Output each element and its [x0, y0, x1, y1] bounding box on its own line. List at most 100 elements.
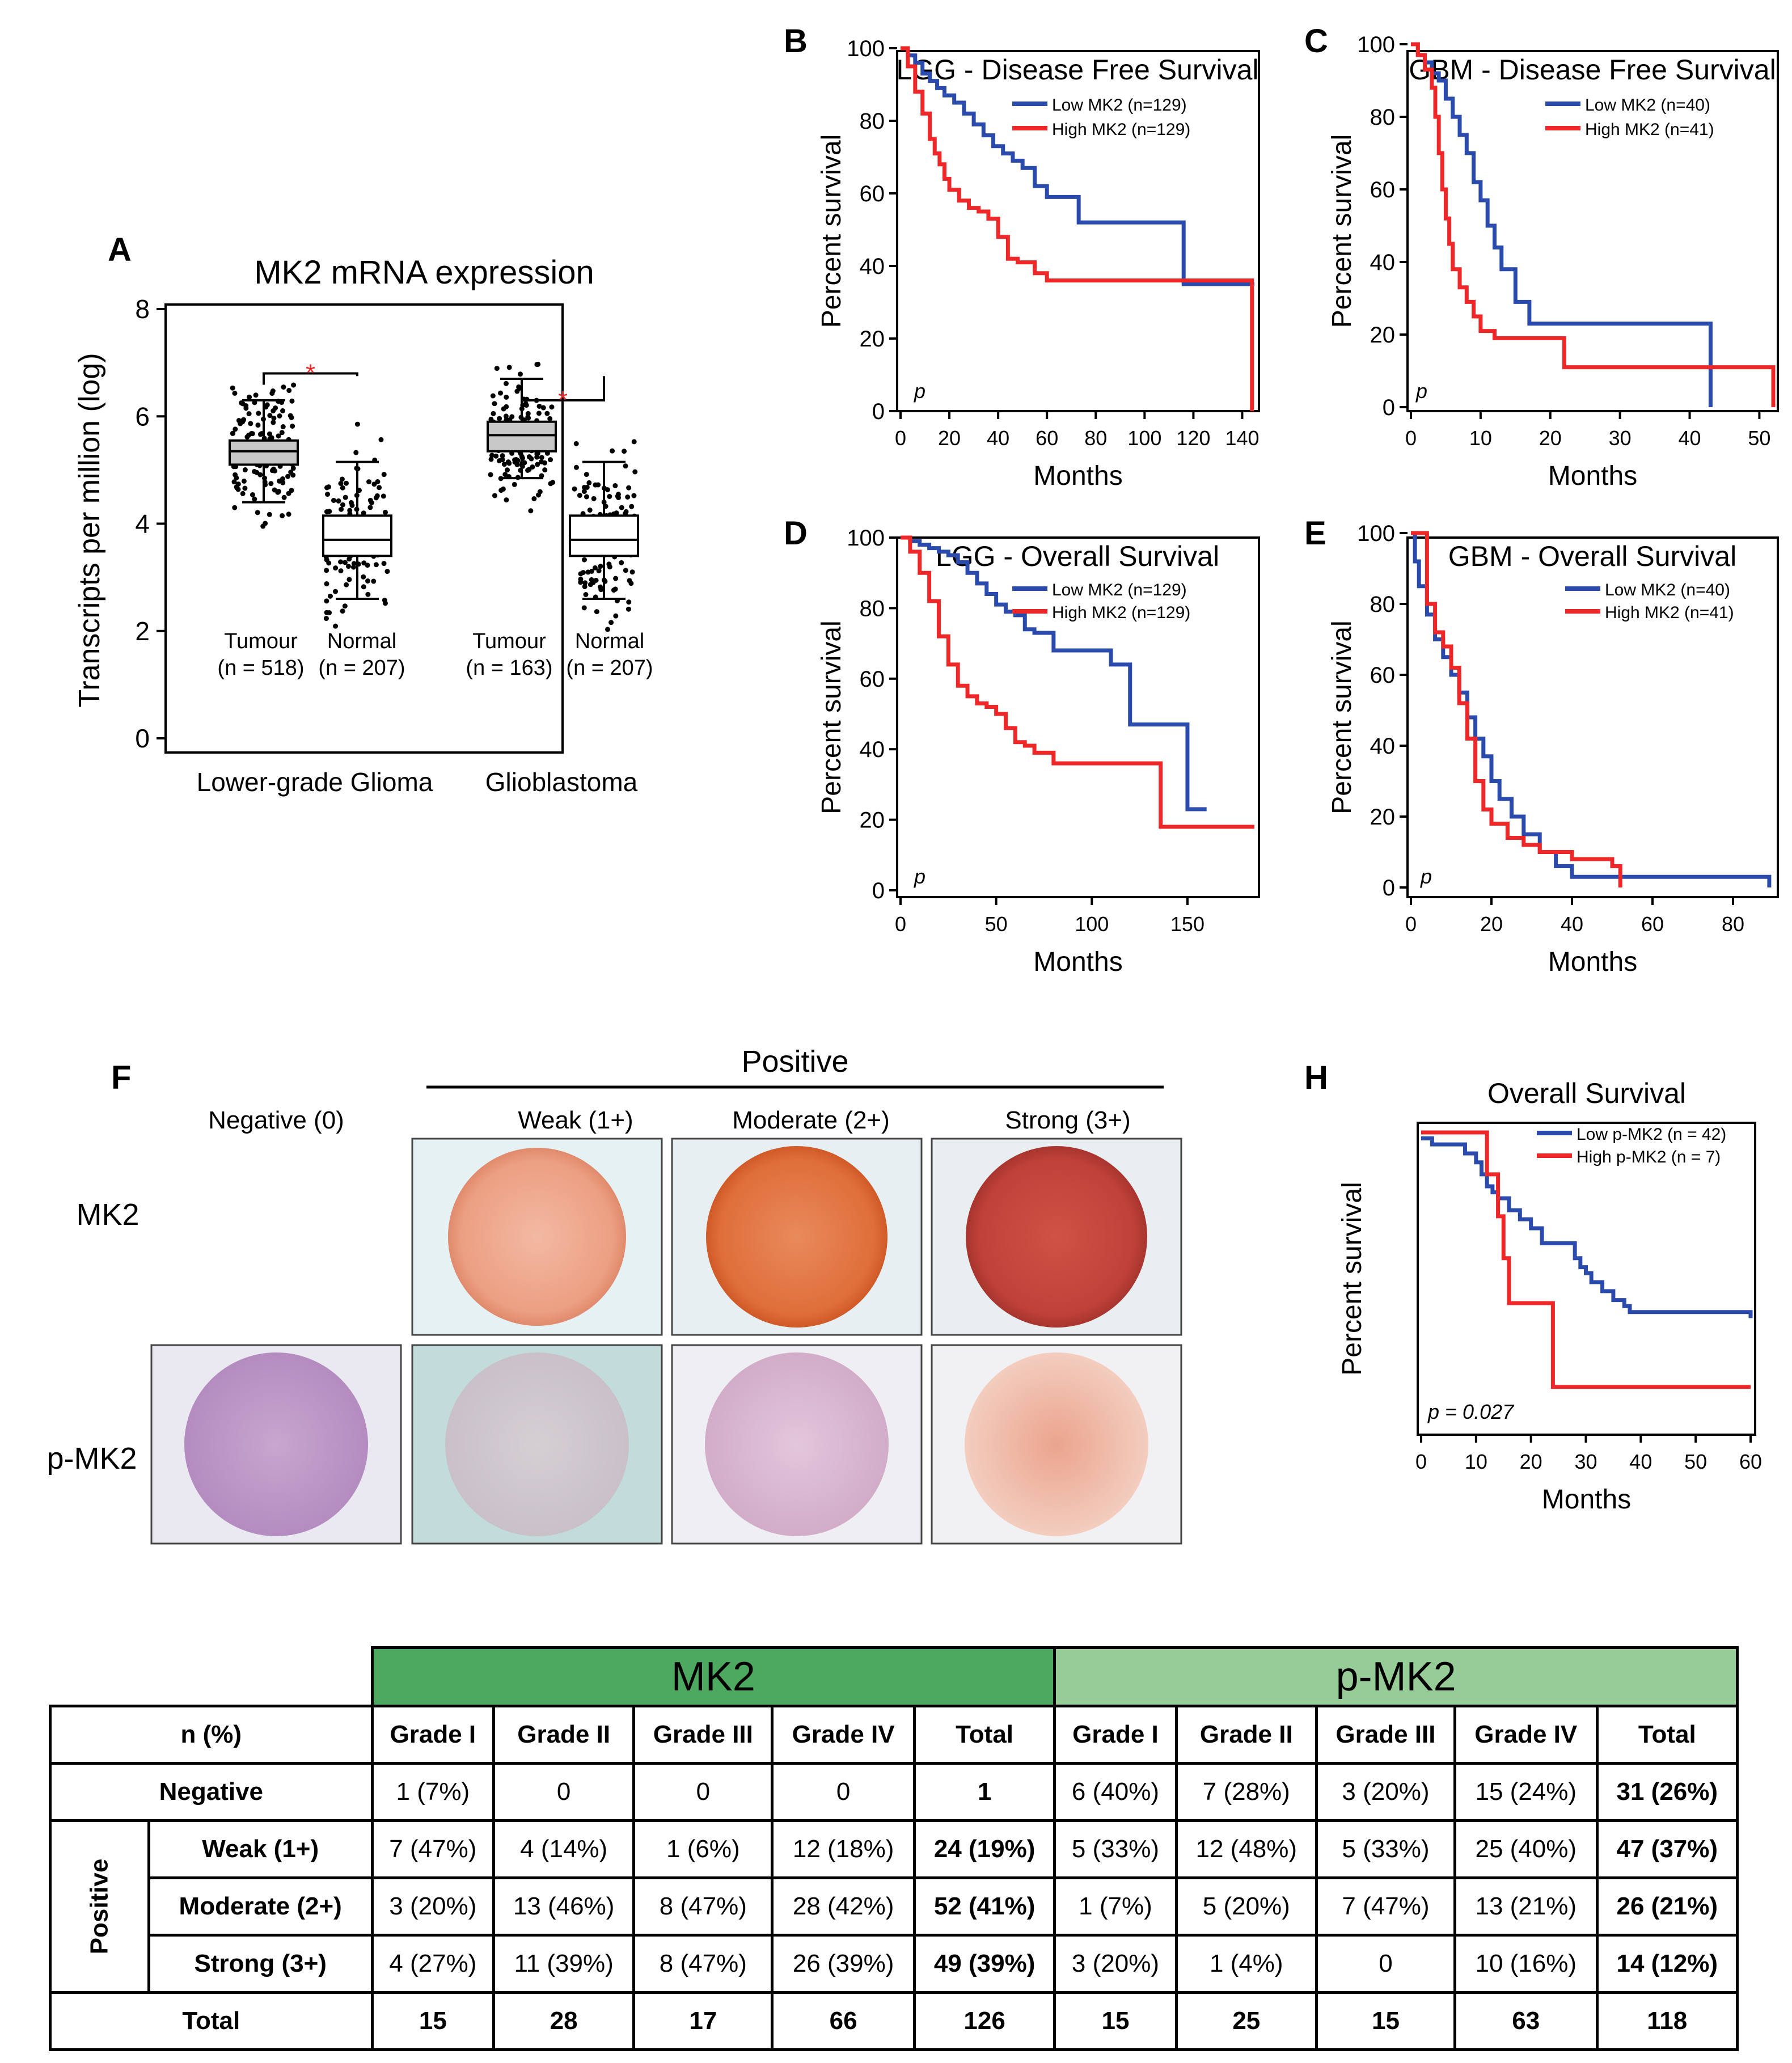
data-point: [626, 485, 632, 491]
data-point: [277, 413, 282, 419]
data-point: [332, 589, 338, 594]
data-point: [530, 464, 535, 470]
legend-label: High p-MK2 (n = 7): [1577, 1148, 1721, 1166]
data-point: [598, 564, 603, 569]
table-cell: 3 (20%): [370, 1876, 496, 1937]
data-point: [354, 421, 360, 427]
plot-frame: [1406, 50, 1779, 412]
data-point: [625, 494, 631, 500]
data-point: [509, 414, 515, 420]
data-point: [497, 416, 502, 421]
x-tick-label: 30: [1609, 426, 1632, 450]
data-point: [588, 582, 593, 587]
data-point: [627, 578, 632, 584]
x-tick-label: 20: [1520, 1450, 1542, 1473]
y-tick-label: 2: [135, 616, 150, 646]
ihc-mk2-moderate-core: [706, 1146, 887, 1328]
data-point: [242, 467, 248, 473]
data-point: [491, 411, 496, 416]
data-point: [584, 484, 590, 490]
p-value-label: p: [1415, 379, 1427, 403]
panel-b-km-chart: LGG - Disease Free Survival 0 20 40 60 80 100 0…: [817, 36, 1260, 491]
y-tick-label: 100: [847, 526, 885, 551]
table-row-label: Negative: [49, 1762, 374, 1822]
col-weak: Weak (1+): [518, 1106, 633, 1134]
data-point: [240, 491, 246, 496]
data-point: [611, 587, 616, 593]
table-cell: 0: [771, 1762, 916, 1822]
data-point: [346, 577, 352, 582]
data-point: [578, 576, 584, 582]
data-point: [572, 486, 577, 492]
data-point: [525, 467, 531, 473]
data-point: [342, 560, 348, 565]
y-tick-label: 40: [860, 254, 885, 279]
data-point: [361, 510, 366, 516]
table-cell: 8 (47%): [632, 1934, 774, 1994]
table-row-label: Strong (3+): [147, 1934, 374, 1994]
data-point: [279, 430, 285, 436]
data-point: [339, 476, 345, 482]
data-point: [589, 568, 594, 574]
table-cell: 12 (18%): [771, 1819, 916, 1879]
data-point: [582, 580, 588, 586]
data-point: [573, 464, 579, 470]
x-tick-label: 40: [987, 426, 1009, 450]
data-point: [619, 505, 624, 510]
data-point: [504, 404, 509, 409]
x-tick-label: 10: [1465, 1450, 1487, 1473]
table-cell: 28: [492, 1991, 636, 2051]
panel-label-b: B: [784, 23, 808, 60]
y-tick-label: 60: [860, 181, 885, 206]
p-value-label: p: [914, 865, 925, 888]
legend-label: High MK2 (n=129): [1052, 603, 1190, 622]
data-point: [343, 494, 348, 500]
table-cell: 12 (48%): [1174, 1819, 1318, 1879]
y-tick-label: 0: [1383, 876, 1395, 901]
data-point: [250, 492, 255, 497]
table-row: Strong (3+) 4 (27%) 11 (39%) 8 (47%) 26 …: [50, 1934, 1739, 1994]
table-row: Total 15 28 17 66 126 15 25 15 63 118: [49, 1991, 1739, 2051]
x-axis-label: Months: [1542, 1485, 1631, 1515]
x-tick-label: 100: [1075, 912, 1109, 936]
data-point: [593, 577, 599, 583]
data-point: [584, 494, 589, 500]
series-line-low: [1411, 531, 1772, 887]
table-col-header: Total: [1595, 1705, 1739, 1765]
data-point: [547, 416, 553, 421]
y-tick-label: 8: [135, 294, 150, 324]
table-cell: 1 (4%): [1174, 1934, 1318, 1994]
data-point: [536, 411, 542, 416]
data-point: [333, 623, 339, 629]
y-axis-label: Percent survival: [1327, 620, 1357, 814]
data-point: [255, 422, 261, 428]
data-point: [361, 560, 367, 566]
data-point: [498, 390, 504, 396]
data-point: [631, 439, 637, 445]
table-cell: 31 (26%): [1595, 1762, 1739, 1822]
table-row: Negative 1 (7%) 0 0 0 1 6 (40%) 7 (28%) …: [49, 1762, 1739, 1822]
x-tick-label: 0: [895, 426, 906, 450]
data-point: [542, 467, 548, 473]
table-column-header-row: n (%) Grade I Grade II Grade III Grade I…: [49, 1705, 1739, 1765]
table-cell: 1 (6%): [632, 1819, 774, 1879]
x-tick-label: 80: [1722, 912, 1744, 936]
data-point: [526, 415, 531, 421]
y-axis-label: Percent survival: [1327, 134, 1357, 328]
data-point: [288, 413, 293, 418]
x-tick-label: 50: [1748, 426, 1770, 450]
data-point: [232, 505, 238, 510]
data-point: [512, 457, 518, 463]
legend-label: Low MK2 (n=129): [1052, 581, 1187, 599]
data-point: [349, 502, 355, 508]
y-tick-label: 20: [1370, 805, 1396, 830]
table-cell: 24 (19%): [912, 1819, 1056, 1879]
x-tick-label: 50: [1684, 1450, 1707, 1473]
legend-label: High MK2 (n=129): [1052, 120, 1190, 139]
data-point: [285, 474, 291, 479]
table-cell: 1 (7%): [1053, 1876, 1178, 1937]
data-point: [503, 381, 509, 386]
data-point: [384, 569, 390, 574]
p-value-label: p: [1420, 865, 1432, 888]
y-tick-label: 4: [135, 509, 150, 539]
